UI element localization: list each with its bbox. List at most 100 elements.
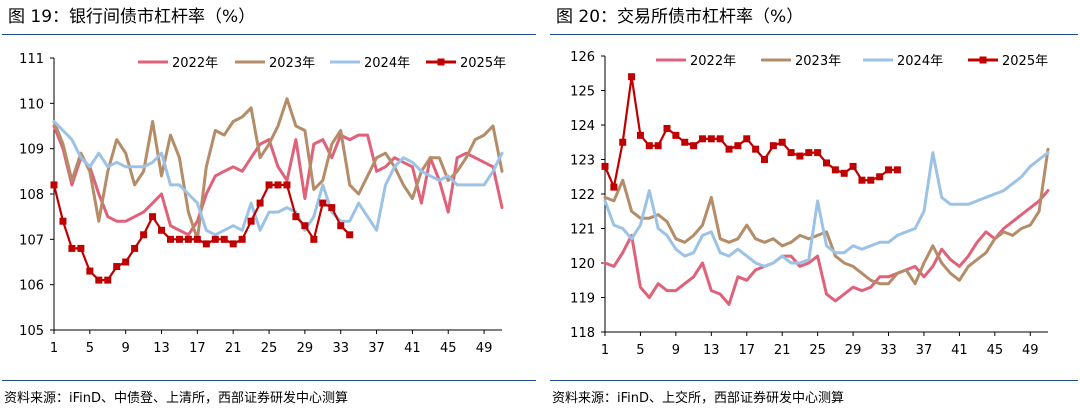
x-tick-label: 37 bbox=[368, 341, 385, 356]
data-point bbox=[778, 138, 786, 146]
y-tick-label: 107 bbox=[19, 233, 44, 248]
legend-label: 2022年 bbox=[172, 56, 218, 71]
x-tick-label: 13 bbox=[703, 343, 720, 358]
legend-marker bbox=[979, 56, 987, 64]
x-tick-label: 17 bbox=[189, 341, 206, 356]
x-tick-label: 25 bbox=[809, 343, 826, 358]
data-point bbox=[690, 142, 698, 150]
data-point bbox=[274, 181, 282, 189]
data-point bbox=[68, 244, 76, 252]
y-tick-label: 111 bbox=[19, 52, 44, 67]
chart-panel-left: 图 19：银行间债市杠杆率（%） 105 106 107 108 109 110 111 1 5… bbox=[0, 0, 538, 415]
data-point bbox=[849, 162, 857, 170]
data-point bbox=[601, 162, 609, 170]
x-tick-label: 21 bbox=[774, 343, 791, 358]
legend-label: 2025年 bbox=[460, 56, 506, 71]
data-point bbox=[77, 244, 85, 252]
data-point bbox=[672, 131, 680, 139]
x-tick-label: 37 bbox=[916, 343, 933, 358]
data-point bbox=[283, 181, 291, 189]
data-point bbox=[716, 135, 724, 143]
y-tick-label: 118 bbox=[570, 326, 595, 341]
legend-label: 2024年 bbox=[897, 54, 943, 69]
data-point bbox=[858, 176, 866, 184]
series-line-2022年 bbox=[603, 189, 1050, 306]
y-tick-label: 110 bbox=[19, 97, 44, 112]
data-point bbox=[752, 145, 760, 153]
data-point bbox=[104, 276, 112, 284]
data-point bbox=[175, 235, 183, 243]
x-tick-label: 49 bbox=[1022, 343, 1039, 358]
y-tick-label: 119 bbox=[570, 292, 595, 307]
title-divider bbox=[550, 34, 1078, 35]
series-line-2025年 bbox=[603, 75, 899, 189]
series-line-2023年 bbox=[52, 97, 504, 241]
data-point bbox=[645, 142, 653, 150]
series-line-2024年 bbox=[603, 151, 1050, 268]
legend-label: 2023年 bbox=[269, 56, 315, 71]
data-point bbox=[158, 226, 166, 234]
data-point bbox=[184, 235, 192, 243]
y-tick-label: 126 bbox=[570, 50, 595, 65]
data-point bbox=[823, 159, 830, 167]
chart-title: 图 19：银行间债市杠杆率（%） bbox=[8, 7, 256, 27]
chart-right: 118 119 120 121 122 123 124 125 126 1 5 9 13 17 21 25 29… bbox=[570, 50, 1050, 358]
data-point bbox=[663, 124, 671, 132]
data-point bbox=[734, 142, 742, 150]
data-point bbox=[86, 267, 94, 275]
source-divider bbox=[2, 380, 536, 381]
x-tick-label: 9 bbox=[672, 343, 680, 358]
data-point bbox=[628, 73, 636, 81]
x-tick-label: 33 bbox=[880, 343, 897, 358]
x-tick-label: 17 bbox=[738, 343, 755, 358]
data-point bbox=[122, 258, 130, 266]
y-tick-label: 106 bbox=[19, 279, 44, 294]
data-point bbox=[256, 199, 264, 207]
data-point bbox=[796, 152, 804, 160]
data-point bbox=[193, 235, 201, 243]
data-point bbox=[876, 173, 884, 181]
x-tick-label: 29 bbox=[297, 341, 314, 356]
chart-title: 图 20：交易所债市杠杆率（%） bbox=[556, 7, 804, 27]
x-tick-label: 41 bbox=[951, 343, 968, 358]
data-point bbox=[805, 149, 813, 157]
y-tick-label: 123 bbox=[570, 154, 595, 169]
data-point bbox=[725, 145, 733, 153]
data-point bbox=[95, 276, 103, 284]
series-line-2023年 bbox=[603, 147, 1050, 286]
data-point bbox=[681, 138, 689, 146]
data-point bbox=[328, 204, 336, 212]
x-tick-label: 1 bbox=[601, 343, 609, 358]
x-tick-label: 25 bbox=[261, 341, 278, 356]
data-point bbox=[636, 131, 644, 139]
x-tick-label: 29 bbox=[845, 343, 862, 358]
data-point bbox=[743, 135, 751, 143]
data-point bbox=[346, 231, 354, 239]
legend-label: 2023年 bbox=[795, 54, 841, 69]
data-point bbox=[211, 235, 219, 243]
data-point bbox=[760, 156, 768, 163]
data-point bbox=[247, 217, 255, 225]
data-point bbox=[654, 142, 662, 150]
x-tick-label: 13 bbox=[153, 341, 170, 356]
legend-label: 2024年 bbox=[364, 56, 410, 71]
data-point bbox=[166, 235, 174, 243]
legend-label: 2025年 bbox=[1002, 54, 1048, 69]
data-point bbox=[787, 149, 795, 157]
series-line-2025年 bbox=[52, 183, 351, 282]
x-tick-label: 45 bbox=[440, 341, 457, 356]
chart-source: 资料来源：iFinD、上交所，西部证券研发中心测算 bbox=[552, 391, 845, 406]
data-point bbox=[893, 166, 901, 174]
data-point bbox=[238, 235, 246, 243]
source-divider bbox=[550, 380, 1078, 381]
x-tick-label: 1 bbox=[50, 341, 58, 356]
data-point bbox=[337, 222, 345, 230]
data-point bbox=[885, 166, 893, 174]
x-tick-label: 9 bbox=[122, 341, 130, 356]
y-tick-label: 109 bbox=[19, 143, 44, 158]
y-tick-label: 124 bbox=[570, 119, 595, 134]
legend-label: 2022年 bbox=[690, 54, 736, 69]
x-tick-label: 33 bbox=[332, 341, 349, 356]
x-tick-label: 41 bbox=[404, 341, 421, 356]
